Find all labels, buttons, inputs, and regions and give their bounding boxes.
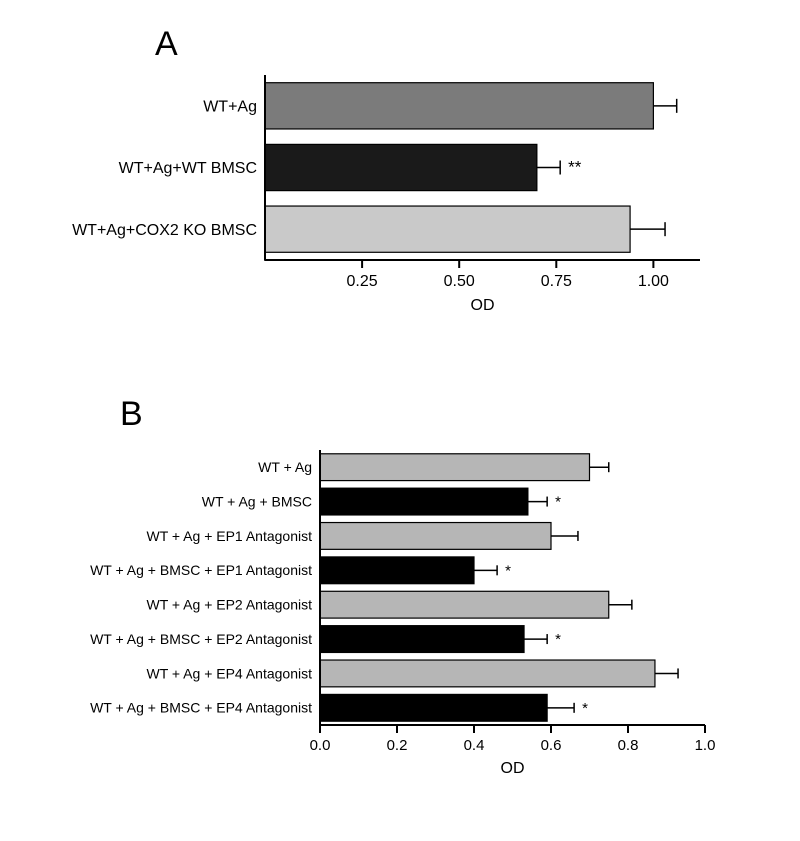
x-tick-label: 0.50 — [444, 273, 475, 290]
category-label: WT + Ag + EP2 Antagonist — [146, 597, 312, 613]
x-tick-label: 1.00 — [638, 273, 669, 290]
panel-letter: B — [120, 395, 143, 433]
significance-marker: ** — [568, 158, 582, 177]
category-label: WT + Ag — [258, 459, 312, 475]
x-tick-label: 0.2 — [387, 737, 408, 754]
category-label: WT + Ag + BMSC + EP2 Antagonist — [90, 631, 312, 647]
bar — [320, 523, 551, 550]
category-label: WT+Ag+WT BMSC — [119, 160, 257, 177]
category-label: WT+Ag — [203, 98, 257, 115]
category-label: WT + Ag + BMSC + EP1 Antagonist — [90, 562, 312, 578]
bar — [320, 626, 524, 653]
x-axis-label: OD — [471, 297, 495, 314]
x-tick-label: 0.6 — [541, 737, 562, 754]
x-tick-label: 0.75 — [541, 273, 572, 290]
bar — [320, 488, 528, 515]
bar — [320, 557, 474, 584]
category-label: WT + Ag + BMSC + EP4 Antagonist — [90, 700, 312, 716]
x-tick-label: 0.8 — [618, 737, 639, 754]
x-tick-label: 0.0 — [310, 737, 331, 754]
bar — [265, 144, 537, 190]
category-label: WT + Ag + EP1 Antagonist — [146, 528, 312, 544]
panel-letter: A — [155, 25, 178, 63]
significance-marker: * — [505, 562, 511, 579]
category-label: WT + Ag + EP4 Antagonist — [146, 665, 312, 681]
bar — [320, 591, 609, 618]
x-tick-label: 0.4 — [464, 737, 485, 754]
significance-marker: * — [555, 494, 561, 511]
significance-marker: * — [555, 631, 561, 648]
bar — [320, 694, 547, 721]
bar — [320, 454, 590, 481]
x-axis-label: OD — [501, 760, 525, 777]
category-label: WT + Ag + BMSC — [202, 493, 312, 509]
bar — [320, 660, 655, 687]
x-tick-label: 1.0 — [695, 737, 716, 754]
category-label: WT+Ag+COX2 KO BMSC — [72, 222, 257, 239]
bar — [265, 83, 653, 129]
x-tick-label: 0.25 — [347, 273, 378, 290]
significance-marker: * — [582, 700, 588, 717]
bar — [265, 206, 630, 252]
